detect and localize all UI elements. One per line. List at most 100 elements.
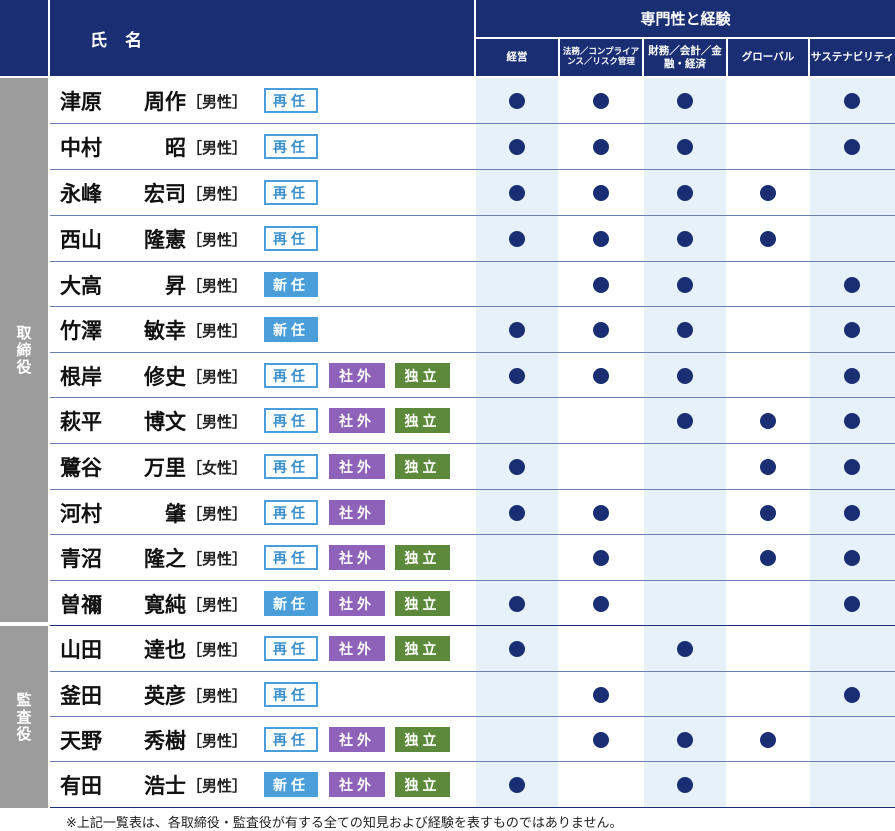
member-given-name: 修史 <box>144 365 186 389</box>
badge-independent: 独立 <box>395 545 450 570</box>
member-family-name: 有田 <box>60 774 102 798</box>
member-given-name: 英彦 <box>144 684 186 708</box>
member-gender: ［男性］ <box>187 138 248 157</box>
member-family-name: 青沼 <box>60 547 102 571</box>
member-row: 竹澤 敏幸 ［男性］ 新任 <box>50 307 895 353</box>
skill-dot-management <box>509 368 525 384</box>
member-given-name: 肇 <box>165 502 186 526</box>
badge-reappointed: 再任 <box>264 727 318 752</box>
member-given-name: 浩士 <box>144 774 186 798</box>
member-given-name: 隆之 <box>144 547 186 571</box>
member-gender: ［男性］ <box>187 504 248 523</box>
member-gender: ［男性］ <box>187 412 248 431</box>
member-given-name: 昇 <box>165 274 186 298</box>
member-family-name: 釜田 <box>60 684 102 708</box>
member-family-name: 竹澤 <box>60 319 102 343</box>
badge-outside: 社外 <box>329 636 385 661</box>
row-divider <box>50 761 895 762</box>
row-divider <box>50 580 895 581</box>
badge-new: 新任 <box>264 591 318 616</box>
member-given-name: 秀樹 <box>144 729 186 753</box>
row-divider <box>50 443 895 444</box>
member-family-name: 河村 <box>60 502 102 526</box>
column-header-legal: 法務／コンプライアンス／リスク管理 <box>560 39 642 76</box>
badge-reappointed: 再任 <box>264 454 318 479</box>
row-divider <box>50 215 895 216</box>
skill-dot-sustainability <box>844 687 860 703</box>
member-name: 河村 肇 <box>60 490 186 536</box>
skill-dot-management <box>509 185 525 201</box>
row-divider <box>50 261 895 262</box>
member-name: 天野 秀樹 <box>60 717 186 763</box>
member-name: 鷺谷 万里 <box>60 444 186 490</box>
skill-dot-global <box>760 459 776 475</box>
badge-reappointed: 再任 <box>264 636 318 661</box>
skill-dot-legal <box>593 732 609 748</box>
member-name: 山田 達也 <box>60 626 186 672</box>
member-name: 永峰 宏司 <box>60 170 186 216</box>
skill-dot-finance <box>677 368 693 384</box>
skill-dot-sustainability <box>844 93 860 109</box>
skill-dot-legal <box>593 368 609 384</box>
skill-dot-sustainability <box>844 413 860 429</box>
column-header-global: グローバル <box>728 39 808 76</box>
badge-reappointed: 再任 <box>264 500 318 525</box>
skill-dot-finance <box>677 93 693 109</box>
skill-dot-legal <box>593 550 609 566</box>
row-divider <box>50 716 895 717</box>
skill-dot-management <box>509 505 525 521</box>
expertise-header: 専門性と経験 <box>476 0 895 37</box>
member-row: 中村 昭 ［男性］ 再任 <box>50 124 895 170</box>
row-divider <box>50 397 895 398</box>
member-row: 大高 昇 ［男性］ 新任 <box>50 262 895 308</box>
role-directors-label: 取締役 <box>14 324 33 376</box>
member-given-name: 達也 <box>144 638 186 662</box>
row-divider <box>50 123 895 124</box>
member-gender: ［男性］ <box>187 731 248 750</box>
skill-dot-global <box>760 185 776 201</box>
member-given-name: 寛純 <box>144 593 186 617</box>
badge-independent: 独立 <box>395 772 450 797</box>
role-auditors: 監査役 <box>0 626 48 808</box>
member-given-name: 昭 <box>165 136 186 160</box>
member-gender: ［男性］ <box>187 640 248 659</box>
skill-dot-finance <box>677 777 693 793</box>
member-gender: ［男性］ <box>187 595 248 614</box>
member-name: 釜田 英彦 <box>60 672 186 718</box>
skill-dot-finance <box>677 139 693 155</box>
member-row: 釜田 英彦 ［男性］ 再任 <box>50 672 895 718</box>
member-given-name: 万里 <box>144 456 186 480</box>
member-given-name: 博文 <box>144 410 186 434</box>
member-name: 西山 隆憲 <box>60 216 186 262</box>
row-divider <box>50 534 895 535</box>
badge-new: 新任 <box>264 772 318 797</box>
role-directors: 取締役 <box>0 78 48 622</box>
badge-new: 新任 <box>264 317 318 342</box>
member-given-name: 宏司 <box>144 182 186 206</box>
header-corner <box>0 0 48 76</box>
skill-dot-management <box>509 231 525 247</box>
badge-reappointed: 再任 <box>264 682 318 707</box>
skill-dot-sustainability <box>844 368 860 384</box>
member-gender: ［男性］ <box>187 549 248 568</box>
role-auditors-label: 監査役 <box>14 691 33 743</box>
skill-dot-legal <box>593 505 609 521</box>
skill-dot-legal <box>593 277 609 293</box>
member-name: 青沼 隆之 <box>60 535 186 581</box>
skill-dot-management <box>509 596 525 612</box>
skill-dot-finance <box>677 185 693 201</box>
member-gender: ［男性］ <box>187 776 248 795</box>
row-divider <box>50 671 895 672</box>
footnote: ※上記一覧表は、各取締役・監査役が有する全ての知見および経験を表すものではありま… <box>66 816 623 831</box>
badge-independent: 独立 <box>395 727 450 752</box>
skill-dot-global <box>760 505 776 521</box>
member-family-name: 西山 <box>60 228 102 252</box>
member-family-name: 鷺谷 <box>60 456 102 480</box>
member-name: 根岸 修史 <box>60 353 186 399</box>
member-family-name: 山田 <box>60 638 102 662</box>
member-row: 萩平 博文 ［男性］ 再任 社外 独立 <box>50 398 895 444</box>
column-header-sustainability: サステナビリティ <box>810 39 895 76</box>
row-divider <box>50 489 895 490</box>
skill-dot-management <box>509 641 525 657</box>
